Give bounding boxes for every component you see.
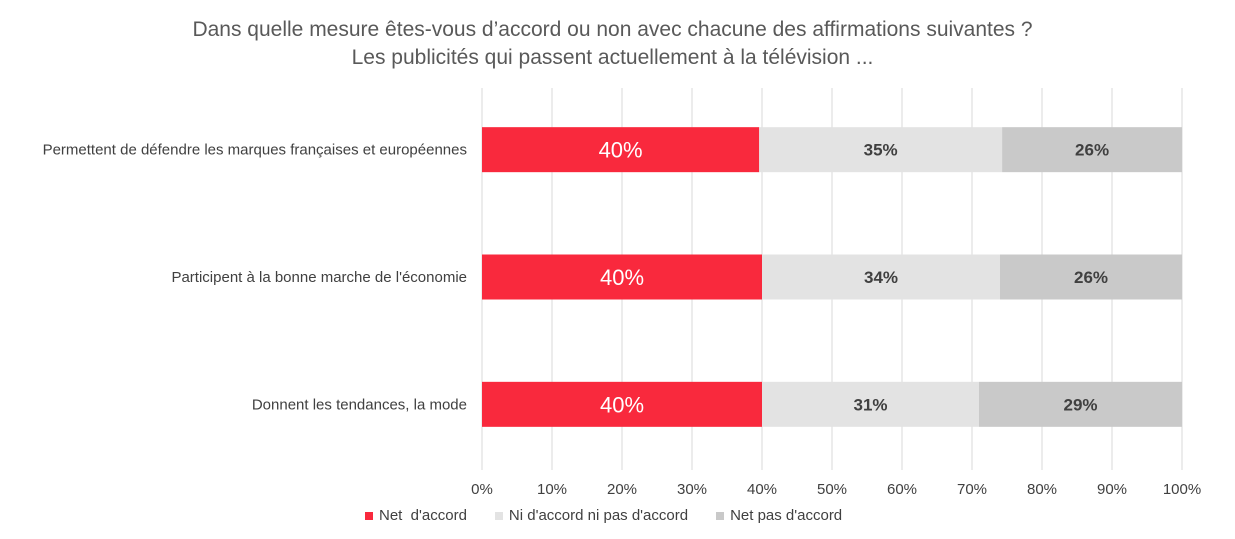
category-label: Participent à la bonne marche de l'écono… xyxy=(171,269,467,286)
legend-swatch xyxy=(716,511,725,520)
legend-label: Net d'accord xyxy=(379,507,467,524)
x-tick-label: 40% xyxy=(747,481,777,498)
data-label: 40% xyxy=(600,265,644,290)
bar-segment xyxy=(482,127,760,173)
category-label: Donnent les tendances, la mode xyxy=(252,396,467,413)
data-label: 29% xyxy=(1063,395,1097,414)
x-tick-label: 0% xyxy=(471,481,493,498)
legend-swatch xyxy=(365,511,373,520)
x-tick-label: 50% xyxy=(817,481,847,498)
data-label: 26% xyxy=(1075,141,1109,160)
x-tick-label: 20% xyxy=(607,481,637,498)
chart-title-line-1: Dans quelle mesure êtes-vous d’accord ou… xyxy=(192,18,1033,41)
x-tick-label: 100% xyxy=(1163,481,1201,498)
bar-segment xyxy=(482,254,762,300)
data-label: 40% xyxy=(599,138,643,163)
data-label: 35% xyxy=(864,141,898,160)
chart-title-line-2: Les publicités qui passent actuellement … xyxy=(351,46,874,69)
x-tick-label: 90% xyxy=(1097,481,1127,498)
x-tick-label: 60% xyxy=(887,481,917,498)
legend-label: Ni d'accord ni pas d'accord xyxy=(508,507,689,524)
bar-segment xyxy=(1002,127,1182,173)
data-label: 26% xyxy=(1074,268,1108,287)
data-label: 34% xyxy=(864,268,898,287)
x-tick-label: 70% xyxy=(957,481,987,498)
legend-item-neutral: Ni d'accord ni pas d'accord xyxy=(494,507,689,524)
x-tick-label: 10% xyxy=(537,481,567,498)
bar-segment xyxy=(762,381,979,427)
data-label: 40% xyxy=(600,392,644,417)
data-label: 31% xyxy=(853,395,887,414)
x-tick-label: 30% xyxy=(677,481,707,498)
legend: Net d'accord Ni d'accord ni pas d'accord… xyxy=(365,507,842,524)
legend-label: Net pas d'accord xyxy=(730,507,843,524)
x-tick-label: 80% xyxy=(1027,481,1057,498)
bar-segment xyxy=(979,381,1182,427)
bar-segment xyxy=(759,127,1003,173)
bar-segment xyxy=(762,254,1000,300)
bar-segment xyxy=(1000,254,1182,300)
legend-item-agree: Net d'accord xyxy=(365,507,467,524)
bar-segment xyxy=(482,381,762,427)
legend-item-disagree: Net pas d'accord xyxy=(716,507,842,524)
category-label: Permettent de défendre les marques franç… xyxy=(43,142,467,159)
legend-swatch xyxy=(494,511,503,520)
